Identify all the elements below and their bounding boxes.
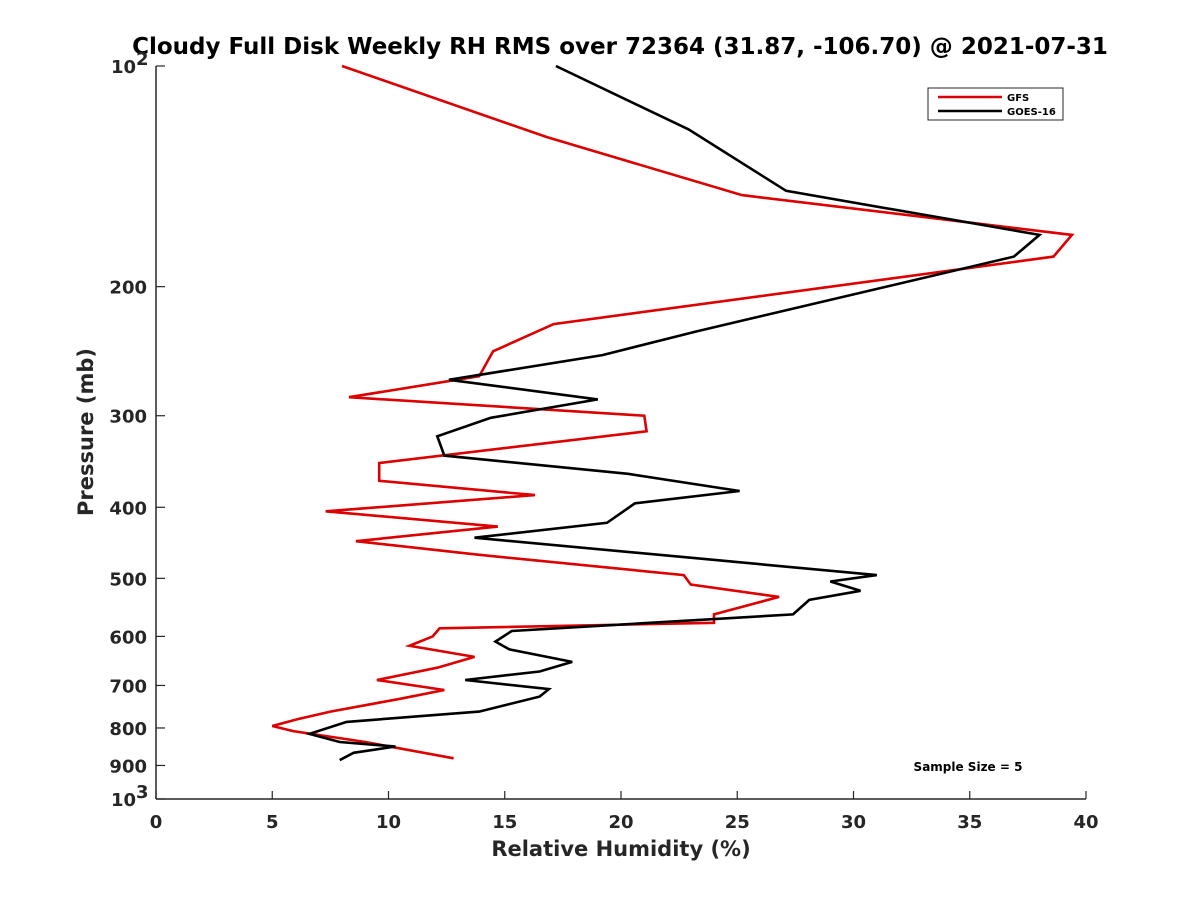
y-tick-label: 600 [109, 627, 147, 648]
x-tick-label: 0 [150, 812, 163, 833]
y-tick-label: 700 [109, 676, 147, 697]
x-tick-label: 40 [1073, 812, 1098, 833]
y-tick-label: 10 [111, 790, 136, 811]
y-tick-label: 10 [111, 57, 136, 78]
x-tick-label: 30 [841, 812, 866, 833]
y-tick-label: 800 [109, 719, 147, 740]
y-tick-label: 400 [109, 498, 147, 519]
y-axis-label: Pressure (mb) [74, 348, 98, 516]
x-axis-ticks: 0 5 10 15 20 25 30 35 40 [150, 791, 1099, 833]
x-tick-label: 5 [266, 812, 279, 833]
y-tick-label: 500 [109, 569, 147, 590]
y-tick-exponent: 2 [136, 49, 149, 70]
plot-area [155, 66, 1086, 800]
x-tick-label: 20 [608, 812, 633, 833]
legend-entry-label: GOES-16 [1007, 107, 1056, 118]
y-tick-label: 900 [109, 756, 147, 777]
y-tick-exponent: 3 [136, 782, 149, 803]
legend-box [927, 87, 1064, 121]
sample-size-annotation: Sample Size = 5 [914, 760, 1023, 774]
x-tick-label: 10 [376, 812, 401, 833]
chart-title: Cloudy Full Disk Weekly RH RMS over 7236… [132, 34, 1108, 60]
y-tick-label: 300 [109, 407, 147, 428]
legend: GFS GOES-16 [927, 87, 1064, 121]
x-tick-label: 35 [957, 812, 982, 833]
series-layer [271, 64, 1075, 762]
series-line-goes-16 [304, 64, 1043, 762]
legend-entry-label: GFS [1007, 93, 1029, 104]
x-tick-label: 15 [492, 812, 517, 833]
y-tick-label: 200 [109, 278, 147, 299]
x-axis-label: Relative Humidity (%) [491, 837, 750, 861]
series-line-gfs [271, 64, 1075, 760]
x-tick-label: 25 [725, 812, 750, 833]
